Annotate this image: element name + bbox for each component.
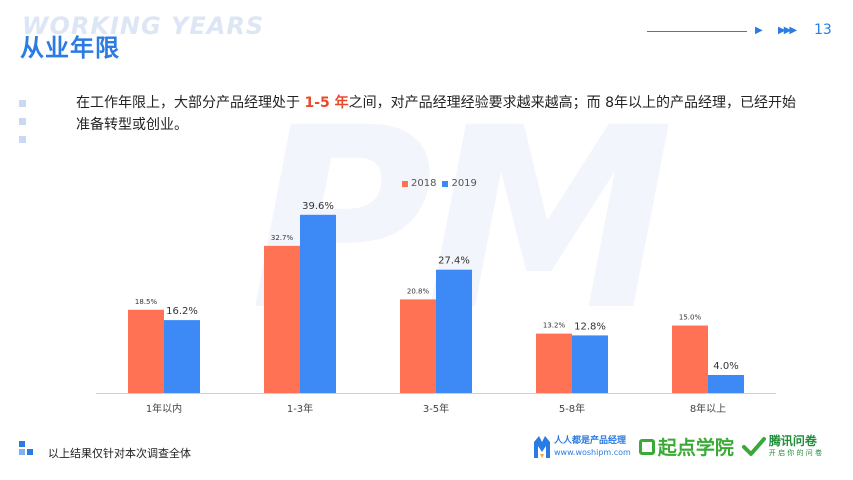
working-years-watermark: WORKING YEARS: [22, 12, 265, 40]
bar-2018-2: [400, 299, 436, 393]
nav-line: [647, 31, 747, 32]
bar-2018-1: [264, 245, 300, 393]
data-label-2019-2: 27.4%: [438, 256, 470, 267]
category-label-4: 8年以上: [690, 402, 726, 415]
side-decoration: [19, 100, 26, 154]
description-part2: 之间，对产品经理经验要求越来越高；而 8年以上的产品经理，已经开始准备转型或创业…: [76, 95, 796, 133]
woshipm-name: 人人都是产品经理: [554, 435, 627, 446]
legend-label-2018: 2018: [411, 178, 437, 189]
tencent-survey-slogan: 开 启 你 的 问 卷: [768, 448, 822, 457]
bar-2018-4: [672, 325, 708, 393]
page-title: 从业年限: [20, 34, 120, 62]
tencent-survey-logo: 腾讯问卷 开 启 你 的 问 卷: [741, 433, 822, 459]
bar-2019-2: [436, 269, 472, 393]
data-label-2018-1: 32.7%: [271, 234, 294, 242]
page-number: 13: [814, 22, 832, 38]
legend-item-2018: 2018: [402, 178, 436, 189]
qidian-logo-icon: [638, 438, 655, 455]
footnote-icon: [19, 441, 33, 455]
woshipm-logo-icon: [534, 435, 550, 458]
bar-2018-3: [536, 333, 572, 393]
category-label-2: 3-5年: [423, 402, 449, 415]
decor-square-icon: [19, 100, 26, 107]
category-label-3: 5-8年: [559, 402, 585, 415]
data-label-2019-0: 16.2%: [166, 306, 198, 317]
category-label-0: 1年以内: [146, 402, 182, 415]
category-label-1: 1-3年: [287, 402, 313, 415]
description-text: 在工作年限上，大部分产品经理处于 1-5 年之间，对产品经理经验要求越来越高；而…: [76, 92, 796, 136]
data-label-2019-4: 4.0%: [713, 361, 738, 372]
check-mark-icon: [741, 436, 766, 456]
data-label-2019-1: 39.6%: [302, 201, 334, 212]
tencent-survey-name: 腾讯问卷: [768, 433, 817, 448]
qidian-name: 起点学院: [657, 437, 734, 459]
nav-next-arrows-icon[interactable]: ▶▶▶: [778, 25, 797, 36]
description-highlight: 1-5 年: [304, 95, 349, 111]
chart-legend: 2018 2019: [402, 178, 483, 189]
logo-bar: 人人都是产品经理 www.woshipm.com 起点学院 腾讯问卷 开 启 你…: [532, 433, 822, 460]
data-label-2018-2: 20.8%: [407, 287, 430, 295]
data-label-2018-4: 15.0%: [679, 314, 702, 322]
data-label-2018-0: 18.5%: [135, 298, 158, 306]
data-label-2019-3: 12.8%: [574, 321, 606, 332]
description-part1: 在工作年限上，大部分产品经理处于: [76, 95, 305, 111]
bar-2019-4: [708, 375, 744, 393]
data-label-2018-3: 13.2%: [543, 322, 566, 330]
bar-2019-1: [300, 214, 336, 393]
bar-2019-0: [164, 320, 200, 393]
woshipm-url: www.woshipm.com: [554, 447, 631, 457]
legend-swatch-2019: [442, 180, 449, 187]
woshipm-logo: 人人都是产品经理 www.woshipm.com: [532, 434, 631, 460]
nav-arrow-icon: ▶: [755, 25, 763, 36]
decor-square-icon: [19, 136, 26, 143]
qidian-logo: 起点学院: [638, 433, 734, 460]
legend-swatch-2018: [402, 180, 408, 187]
footnote: 以上结果仅针对本次调查全体: [48, 447, 191, 460]
decor-square-icon: [19, 118, 26, 125]
bar-2019-3: [572, 335, 608, 393]
bar-2018-0: [128, 309, 164, 393]
legend-label-2019: 2019: [451, 178, 477, 189]
legend-item-2019: 2019: [442, 178, 477, 189]
